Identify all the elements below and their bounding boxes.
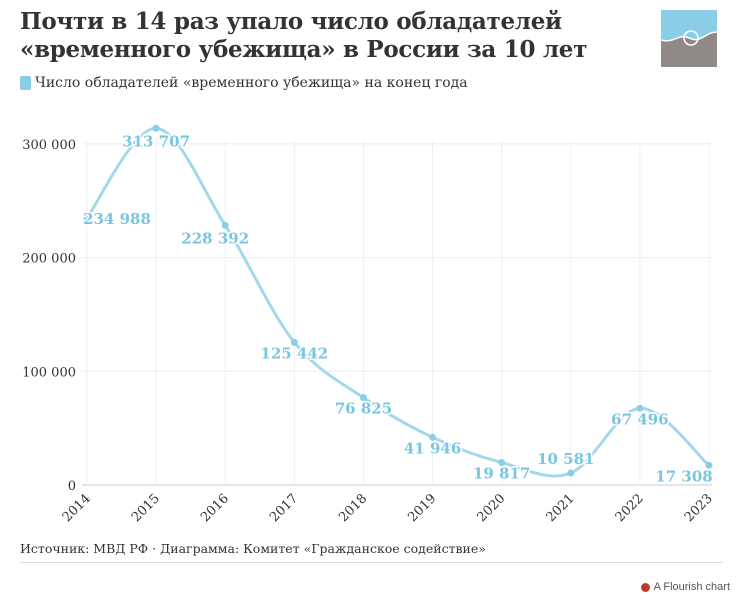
data-label: 125 442 — [260, 344, 328, 362]
series-line — [85, 126, 711, 478]
y-tick-label: 100 000 — [22, 365, 76, 380]
data-point — [221, 221, 229, 229]
data-label: 19 817 — [473, 464, 530, 482]
flourish-icon — [640, 582, 650, 592]
data-label: 67 496 — [611, 410, 668, 428]
data-label: 228 392 — [181, 229, 249, 247]
data-point — [705, 461, 713, 469]
data-point — [429, 433, 437, 441]
x-tick-label: 2022 — [613, 491, 647, 525]
line-chart: 0 100 000 200 000 300 000 2014 2015 2016 2017 20… — [22, 124, 716, 525]
legend: Число обладателей «временного убежища» н… — [20, 75, 468, 91]
data-label: 76 825 — [335, 400, 392, 418]
data-point — [567, 469, 575, 477]
data-point — [152, 124, 160, 132]
y-tick-label: 200 000 — [22, 252, 76, 267]
data-point — [359, 394, 367, 402]
x-tick-label: 2018 — [336, 491, 370, 525]
publisher-logo — [661, 10, 717, 67]
chart-title: Почти в 14 раз упало число обладателей «… — [20, 8, 588, 63]
x-tick-label: 2016 — [198, 491, 232, 525]
x-tick-label: 2014 — [60, 491, 94, 525]
x-tick-label: 2017 — [267, 491, 301, 525]
source-note: Источник: МВД РФ · Диаграмма: Комитет «Г… — [20, 541, 486, 556]
data-point — [498, 458, 506, 466]
x-tick-label: 2019 — [405, 491, 439, 525]
data-label: 17 308 — [655, 467, 712, 485]
data-point — [636, 404, 644, 412]
y-tick-label: 0 — [68, 479, 76, 494]
flourish-link[interactable]: A Flourish chart — [640, 581, 730, 593]
data-point — [290, 338, 298, 346]
x-tick-label: 2020 — [474, 491, 508, 525]
data-label: 41 946 — [404, 439, 461, 457]
data-label: 313 707 — [122, 132, 190, 150]
divider — [20, 562, 723, 563]
data-label: 10 581 — [537, 450, 594, 468]
data-point — [83, 214, 91, 222]
x-tick-label: 2021 — [544, 491, 578, 525]
legend-swatch — [20, 76, 31, 90]
x-tick-label: 2023 — [682, 491, 716, 525]
data-label: 234 988 — [83, 210, 151, 228]
y-tick-label: 300 000 — [22, 138, 76, 153]
legend-label: Число обладателей «временного убежища» н… — [35, 75, 468, 91]
flourish-label: A Flourish chart — [653, 581, 730, 593]
x-tick-label: 2015 — [129, 491, 163, 525]
